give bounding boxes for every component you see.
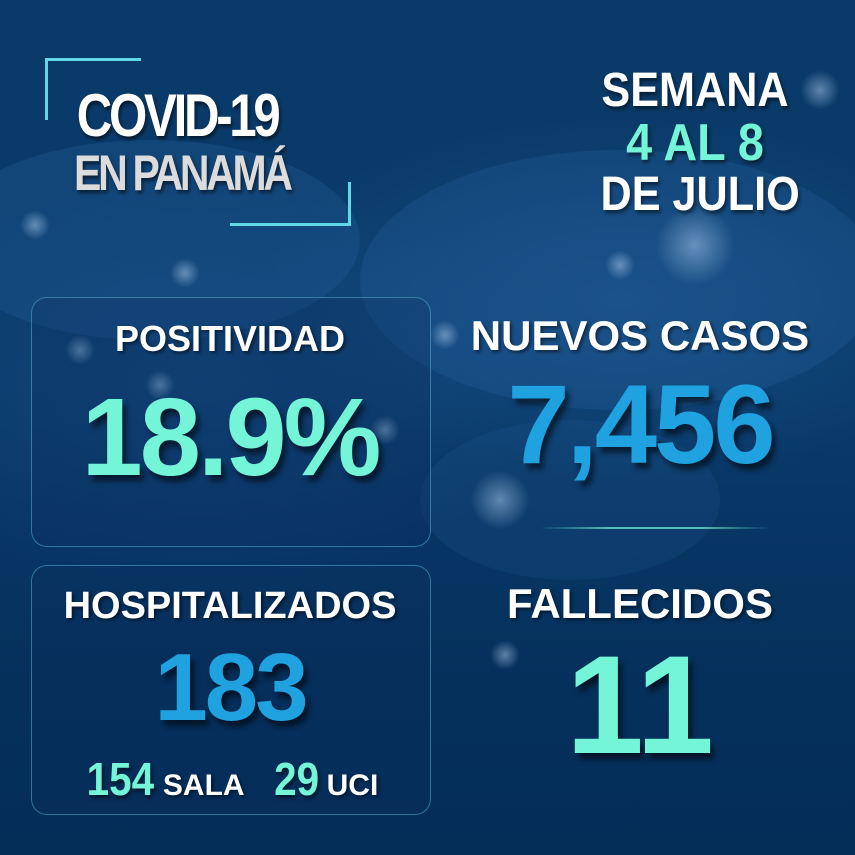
uci-label: UCI xyxy=(326,769,379,802)
title-frame-top xyxy=(45,58,141,61)
section-divider xyxy=(540,527,770,529)
map-glow-dot xyxy=(800,70,840,110)
sala-label: SALA xyxy=(162,769,245,802)
positividad-value: 18.9% xyxy=(81,376,382,499)
week-month: DE JULIO xyxy=(600,168,800,221)
positividad-label: POSITIVIDAD xyxy=(114,318,346,359)
map-glow-dot xyxy=(655,205,735,285)
sala-value: 154 xyxy=(86,753,154,805)
week-block: SEMANA 4 AL 8 DE JULIO xyxy=(590,66,800,220)
week-label: SEMANA xyxy=(601,64,789,117)
map-glow-dot xyxy=(490,640,520,670)
uci-value: 29 xyxy=(274,753,320,805)
title-block: COVID-19 EN PANAMÁ xyxy=(66,82,337,201)
map-glow-dot xyxy=(605,250,635,280)
title-frame-left xyxy=(45,58,48,120)
title-frame-right xyxy=(348,182,351,226)
title-covid: COVID-19 xyxy=(76,82,281,149)
map-glow-dot xyxy=(145,370,175,400)
map-glow-dot xyxy=(430,320,460,350)
map-glow-dot xyxy=(170,258,200,288)
map-landmass xyxy=(420,420,720,580)
fallecidos-label: FALLECIDOS xyxy=(506,580,773,627)
hospitalizados-value: 183 xyxy=(154,634,308,741)
hospitalizados-breakdown: 154 SALA 29 UCI xyxy=(30,752,430,806)
week-range: 4 AL 8 xyxy=(626,114,764,172)
nuevos-casos-value: 7,456 xyxy=(507,362,775,487)
nuevos-casos-label: NUEVOS CASOS xyxy=(470,312,810,359)
map-glow-dot xyxy=(20,210,50,240)
map-glow-dot xyxy=(470,470,530,530)
fallecidos-value: 11 xyxy=(566,626,714,783)
map-landmass xyxy=(360,150,855,410)
map-glow-dot xyxy=(370,415,400,445)
map-glow-dot xyxy=(65,335,95,365)
hospitalizados-card xyxy=(31,565,431,815)
title-panama: EN PANAMÁ xyxy=(74,145,293,201)
map-landmass xyxy=(0,140,360,340)
hospitalizados-label: HOSPITALIZADOS xyxy=(63,585,397,627)
positividad-card xyxy=(31,297,431,547)
title-frame-bottom xyxy=(230,223,351,226)
